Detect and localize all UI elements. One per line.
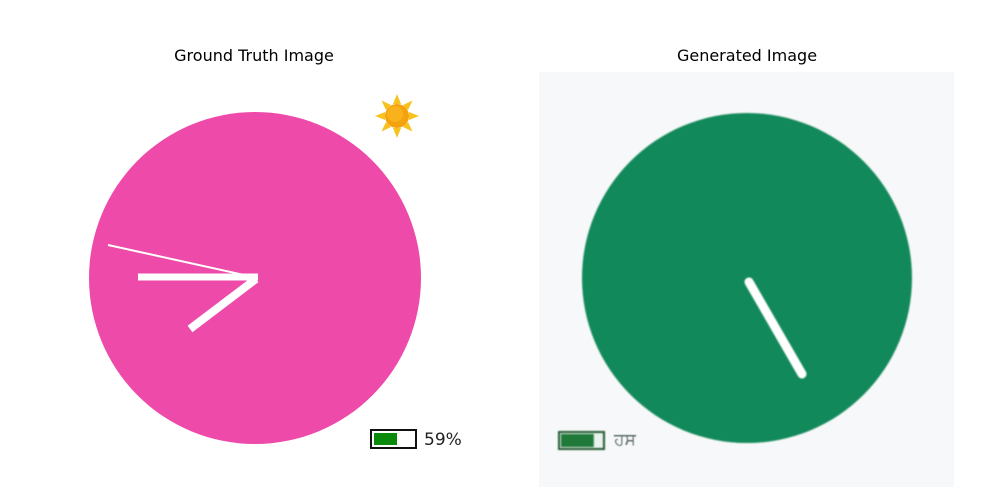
second-hand	[187, 275, 259, 333]
battery-fill	[561, 434, 594, 447]
battery-label: ਹਸ	[614, 430, 636, 450]
ground-truth-title: Ground Truth Image	[174, 46, 334, 65]
clock-hand	[744, 277, 807, 379]
generated-canvas	[558, 113, 912, 450]
sun-icon	[375, 94, 419, 138]
ground-truth-canvas	[89, 94, 421, 449]
ground-truth-panel: 59%	[80, 72, 495, 487]
minute-hand	[107, 244, 259, 279]
battery-percentage: 59%	[424, 430, 462, 450]
battery-fill	[374, 433, 397, 445]
generated-title: Generated Image	[676, 46, 818, 65]
generated-panel: ਹਸ	[539, 72, 954, 487]
